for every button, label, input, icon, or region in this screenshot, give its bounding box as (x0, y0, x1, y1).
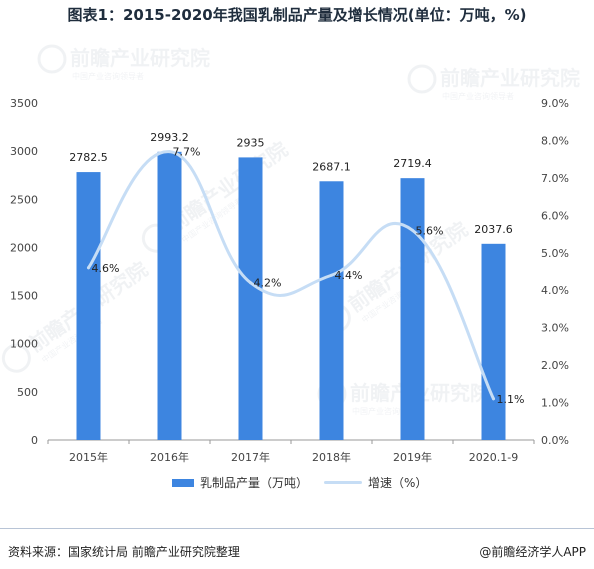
watermark-logo-icon (407, 64, 437, 94)
chart-title: 图表1：2015-2020年我国乳制品产量及增长情况(单位：万吨，%) (67, 6, 527, 24)
legend: 乳制品产量（万吨） 增速（%） (0, 474, 594, 494)
bar (76, 172, 101, 440)
bar-value-label: 2719.4 (393, 157, 432, 170)
growth-value-label: 4.2% (254, 277, 282, 290)
y-right-tick-label: 0.0% (541, 434, 569, 447)
legend-bar-swatch (172, 478, 194, 487)
bar (238, 157, 263, 440)
y-left-tick-label: 2000 (10, 241, 38, 254)
y-right-tick-label: 3.0% (541, 322, 569, 335)
y-left-tick-label: 3500 (10, 97, 38, 110)
y-right-tick-label: 9.0% (541, 97, 569, 110)
x-tick-label: 2017年 (231, 450, 270, 464)
watermark-brand: 前瞻产业研究院 (440, 66, 580, 90)
y-left-tick-label: 1500 (10, 290, 38, 303)
y-right-tick-label: 8.0% (541, 134, 569, 147)
watermark-logo-icon (37, 44, 67, 74)
watermark-logo-icon (1, 343, 31, 373)
legend-item-line: 增速（%） (324, 474, 427, 491)
x-tick-label: 2020.1-9 (469, 451, 518, 464)
growth-point (411, 228, 414, 232)
growth-value-label: 1.1% (497, 393, 525, 406)
bar (481, 243, 506, 440)
bars-layer (76, 151, 506, 440)
bar-value-label: 2037.6 (474, 223, 513, 236)
y-right-tick-label: 2.0% (541, 359, 569, 372)
x-tick-label: 2019年 (393, 450, 432, 464)
y-left-tick-label: 2500 (10, 193, 38, 206)
watermark-brand: 前瞻产业研究院 (70, 46, 210, 70)
source-note: 资料来源：国家统计局 前瞻产业研究院整理 (8, 545, 240, 559)
legend-line-swatch (324, 481, 362, 484)
bar-value-label: 2687.1 (312, 160, 351, 173)
growth-point (87, 266, 90, 270)
y-left-tick-label: 500 (17, 386, 38, 399)
growth-value-label: 4.4% (335, 269, 363, 282)
growth-point (330, 273, 333, 277)
growth-value-label: 4.6% (92, 262, 120, 275)
y-left-tick-label: 3000 (10, 145, 38, 158)
y-right-tick-label: 5.0% (541, 247, 569, 260)
bar-value-label: 2782.5 (69, 151, 108, 164)
watermark-sub: 中国产业咨询领导者 (442, 91, 514, 101)
y-right-tick-label: 6.0% (541, 209, 569, 222)
growth-point (168, 150, 171, 154)
labels-layer: 2782.5 2993.2 2935 2687.1 2719.4 2037.6 4.6% 7.… (69, 131, 524, 406)
axes-layer: 0 500 1000 1500 2000 2500 3000 3500 0.0% 1.0% 2.0%… (10, 97, 569, 464)
growth-value-label: 5.6% (416, 224, 444, 237)
bar (157, 151, 182, 440)
growth-value-label: 7.7% (173, 146, 201, 159)
growth-point (492, 397, 495, 401)
x-tick-label: 2016年 (150, 450, 189, 464)
x-tick-label: 2015年 (69, 450, 108, 464)
y-left-tick-label: 1000 (10, 338, 38, 351)
legend-line-label: 增速（%） (368, 476, 428, 490)
bar (400, 178, 425, 440)
watermark-sub: 中国产业咨询领导者 (352, 406, 424, 416)
line-layer (87, 150, 495, 401)
legend-bar-label: 乳制品产量（万吨） (200, 476, 309, 490)
bar-value-label: 2993.2 (150, 131, 189, 144)
brand-credit: @前瞻经济学人APP (479, 545, 586, 559)
bar (319, 181, 344, 440)
y-left-tick-label: 0 (31, 434, 38, 447)
legend-item-bars: 乳制品产量（万吨） (172, 474, 308, 491)
y-right-tick-label: 1.0% (541, 397, 569, 410)
watermark-sub: 中国产业咨询领导者 (72, 71, 144, 81)
x-tick-label: 2018年 (312, 450, 351, 464)
y-right-tick-label: 7.0% (541, 172, 569, 185)
bar-value-label: 2935 (237, 136, 265, 149)
y-right-tick-label: 4.0% (541, 284, 569, 297)
footer-divider (0, 528, 594, 529)
growth-line (87, 150, 495, 401)
growth-point (249, 281, 252, 285)
